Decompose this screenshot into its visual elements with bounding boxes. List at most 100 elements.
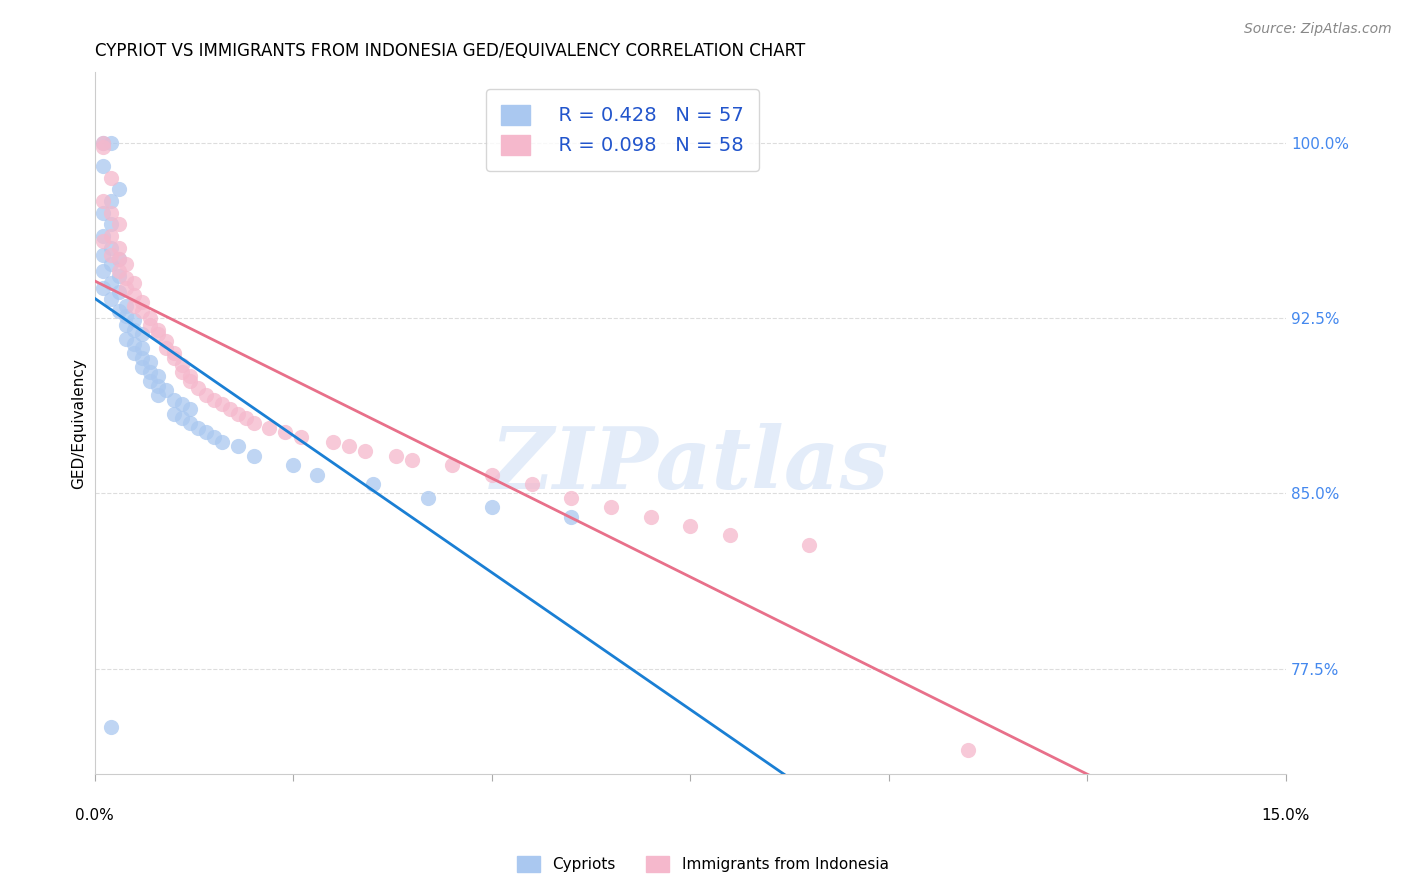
Point [322, 434, 344, 449]
Point [235, 411, 257, 425]
Point [115, 309, 138, 323]
Point [211, 434, 233, 449]
Point [107, 182, 129, 196]
Text: CYPRIOT VS IMMIGRANTS FROM INDONESIA GED/EQUIVALENCY CORRELATION CHART: CYPRIOT VS IMMIGRANTS FROM INDONESIA GED… [94, 42, 806, 60]
Point [115, 280, 138, 294]
Point [163, 407, 186, 421]
Point [187, 381, 209, 395]
Point [91, 136, 114, 150]
Point [218, 402, 240, 417]
Point [139, 318, 162, 332]
Point [799, 538, 821, 552]
Point [131, 327, 153, 342]
Point [148, 369, 170, 384]
Point [163, 351, 186, 365]
Legend: Cypriots, Immigrants from Indonesia: Cypriots, Immigrants from Indonesia [510, 848, 896, 880]
Point [131, 341, 153, 355]
Point [107, 252, 129, 267]
Point [211, 397, 233, 411]
Point [107, 264, 129, 278]
Point [139, 355, 162, 369]
Point [155, 384, 177, 398]
Point [100, 241, 122, 255]
Point [481, 467, 503, 482]
Point [274, 425, 297, 440]
Point [107, 241, 129, 255]
Point [91, 159, 114, 173]
Point [170, 411, 193, 425]
Point [170, 358, 193, 372]
Point [679, 519, 702, 533]
Point [600, 500, 623, 515]
Point [124, 313, 146, 327]
Point [139, 365, 162, 379]
Point [100, 257, 122, 271]
Point [100, 292, 122, 306]
Point [718, 528, 741, 542]
Point [163, 346, 186, 360]
Point [91, 136, 114, 150]
Point [640, 509, 662, 524]
Point [100, 248, 122, 262]
Point [170, 365, 193, 379]
Point [520, 476, 543, 491]
Point [115, 271, 138, 285]
Point [283, 458, 305, 472]
Point [100, 194, 122, 208]
Point [131, 359, 153, 374]
Point [124, 346, 146, 360]
Point [124, 299, 146, 313]
Point [139, 374, 162, 388]
Point [179, 416, 201, 430]
Point [179, 374, 201, 388]
Point [187, 421, 209, 435]
Point [179, 369, 201, 384]
Point [107, 268, 129, 283]
Point [91, 229, 114, 244]
Point [202, 430, 225, 444]
Point [131, 294, 153, 309]
Point [115, 257, 138, 271]
Point [131, 351, 153, 365]
Point [401, 453, 423, 467]
Point [242, 416, 264, 430]
Legend:   R = 0.428   N = 57,   R = 0.098   N = 58: R = 0.428 N = 57, R = 0.098 N = 58 [485, 89, 759, 171]
Text: ZIPatlas: ZIPatlas [491, 424, 890, 507]
Point [418, 491, 440, 505]
Point [107, 252, 129, 267]
Point [100, 170, 122, 185]
Point [226, 407, 249, 421]
Text: Source: ZipAtlas.com: Source: ZipAtlas.com [1244, 22, 1392, 37]
Point [124, 322, 146, 336]
Point [124, 287, 146, 301]
Point [124, 336, 146, 351]
Point [226, 440, 249, 454]
Point [91, 280, 114, 294]
Point [91, 234, 114, 248]
Point [91, 264, 114, 278]
Point [481, 500, 503, 515]
Point [91, 205, 114, 219]
Point [194, 388, 217, 402]
Point [290, 430, 312, 444]
Point [957, 743, 980, 757]
Point [155, 334, 177, 349]
Point [155, 341, 177, 355]
Point [100, 229, 122, 244]
Point [91, 140, 114, 154]
Y-axis label: GED/Equivalency: GED/Equivalency [72, 358, 86, 489]
Point [100, 720, 122, 734]
Point [100, 136, 122, 150]
Point [170, 397, 193, 411]
Point [100, 218, 122, 232]
Point [148, 378, 170, 392]
Text: 0.0%: 0.0% [76, 808, 114, 823]
Point [194, 425, 217, 440]
Point [307, 467, 329, 482]
Point [361, 476, 384, 491]
Point [337, 440, 360, 454]
Point [107, 285, 129, 300]
Point [148, 322, 170, 336]
Point [91, 248, 114, 262]
Point [441, 458, 464, 472]
